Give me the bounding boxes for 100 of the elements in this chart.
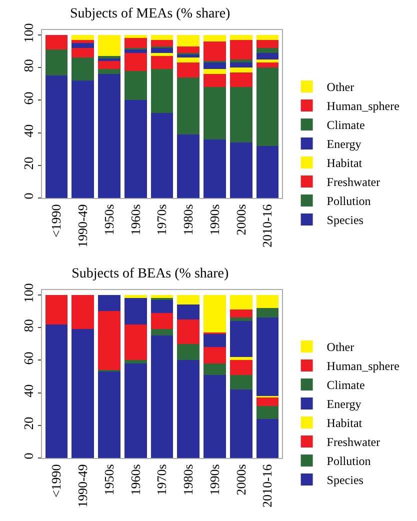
bar: [204, 294, 226, 332]
bar: [230, 72, 252, 88]
legend-label: Other: [326, 80, 354, 94]
bar: [72, 58, 94, 81]
bar: [45, 324, 68, 458]
x-tick-label: 1990-49: [75, 204, 90, 248]
bar: [72, 34, 94, 40]
legend-label: Habitat: [326, 156, 363, 170]
legend-label: Freshwater: [326, 175, 380, 190]
x-tick-label: 1970s: [154, 464, 170, 496]
legend-label: Freshwater: [326, 435, 380, 450]
bar: [256, 62, 279, 68]
bar: [230, 87, 252, 143]
bar: [177, 294, 200, 305]
bar: [204, 34, 226, 42]
bar: [204, 74, 226, 88]
bar: [230, 320, 252, 357]
x-tick-label: 1950s: [101, 204, 116, 236]
bar: [98, 69, 120, 74]
bar: [98, 372, 120, 458]
bar: [150, 48, 174, 53]
bar: [204, 374, 226, 458]
bar: [124, 363, 147, 458]
bar: [256, 34, 279, 40]
bar: [204, 139, 226, 198]
x-tick-label: 2010-16: [260, 204, 275, 248]
bar: [98, 56, 120, 59]
bar: [150, 34, 174, 40]
bar: [204, 62, 226, 70]
x-tick-label: 1950s: [101, 464, 116, 496]
bar: [124, 294, 147, 298]
legend-label: Climate: [326, 118, 365, 132]
x-tick-label: 2010-16: [260, 464, 275, 508]
bar: [230, 68, 252, 72]
bar: [256, 398, 279, 406]
bar: [72, 80, 94, 198]
bar: [177, 134, 200, 198]
y-tick-label: 0: [20, 452, 36, 460]
x-tick-label: 1980s: [180, 464, 196, 496]
bar: [230, 62, 252, 68]
y-tick-label: 0: [20, 192, 36, 200]
x-tick-label: 1970s: [154, 204, 170, 236]
bar: [230, 142, 252, 198]
bar: [230, 356, 252, 360]
bar: [204, 363, 226, 375]
bar: [204, 87, 226, 140]
bar: [177, 360, 200, 458]
x-tick-label: 2000s: [233, 204, 248, 236]
legend-label: Pollution: [326, 194, 371, 208]
y-tick-label: 80: [20, 319, 36, 332]
bar: [150, 329, 174, 336]
bar: [124, 52, 147, 71]
bar: [177, 319, 200, 344]
x-tick-label: 1960s: [128, 464, 143, 496]
bar: [150, 336, 174, 458]
x-tick-label: 1960s: [128, 204, 143, 236]
bar: [177, 54, 200, 58]
y-tick-label: 100: [20, 23, 36, 43]
bar: [230, 390, 252, 458]
bar: [230, 294, 252, 310]
bar: [72, 329, 94, 458]
bar: [177, 62, 200, 78]
bar: [204, 334, 226, 348]
bar: [45, 50, 68, 76]
bar: [256, 68, 279, 146]
bar: [150, 40, 174, 46]
bar: [256, 59, 279, 63]
bar: [150, 312, 174, 330]
bar: [204, 347, 226, 364]
bar: [230, 310, 252, 318]
bar: [98, 60, 120, 70]
bar: [230, 59, 252, 63]
y-tick-label: 60: [20, 352, 36, 365]
bar: [72, 296, 94, 330]
bar: [98, 74, 120, 198]
bar: [256, 40, 279, 48]
bar: [98, 311, 120, 370]
legend-label: Human_sphere: [326, 359, 400, 374]
bar: [98, 34, 120, 56]
y-tick-label: 20: [20, 156, 36, 170]
legend-label: Energy: [326, 397, 362, 412]
x-tick-label: 2000s: [233, 464, 248, 496]
legend-label: Pollution: [326, 454, 371, 468]
x-tick-label: 1990-49: [75, 464, 90, 508]
bar: [150, 69, 174, 114]
bar: [204, 41, 226, 61]
x-tick-label: 1980s: [180, 204, 196, 236]
x-tick-label: <1990: [48, 204, 64, 238]
bar: [256, 308, 279, 318]
bar: [177, 46, 200, 53]
bar: [124, 34, 147, 38]
legend-label: Habitat: [326, 416, 363, 430]
bar: [177, 58, 200, 63]
bar: [150, 300, 174, 313]
y-tick-label: 20: [20, 416, 36, 430]
chart-title: Subjects of BEAs (% share): [72, 266, 229, 282]
legend-label: Human_sphere: [326, 99, 400, 114]
bar: [177, 304, 200, 320]
bar: [256, 418, 279, 458]
y-tick-label: 80: [20, 59, 36, 72]
